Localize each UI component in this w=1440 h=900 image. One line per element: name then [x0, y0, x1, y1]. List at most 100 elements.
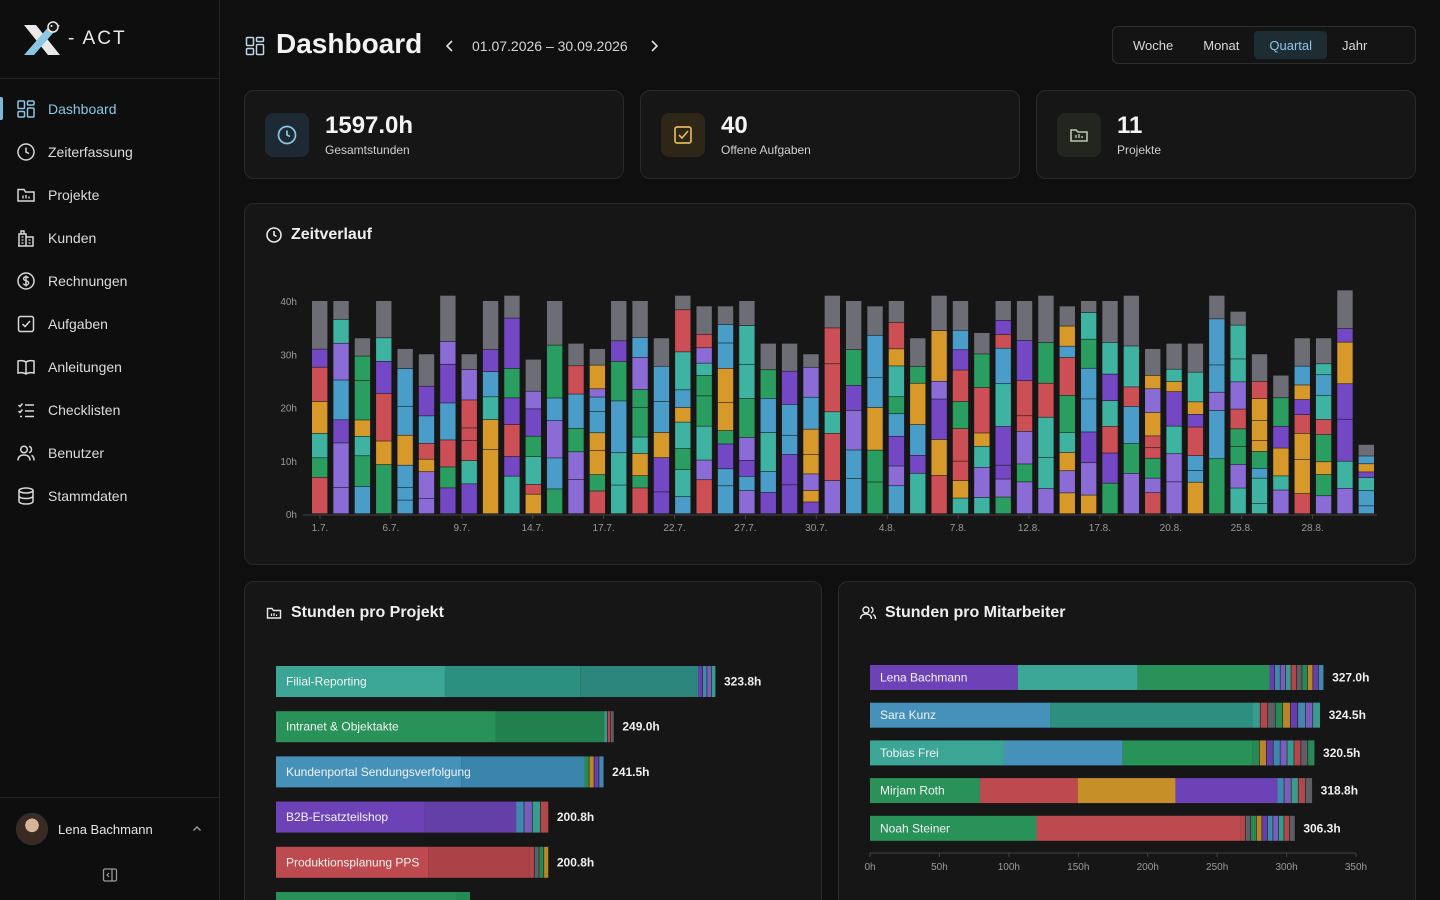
timeline-bar-segment [1358, 472, 1375, 478]
timeline-bar[interactable] [995, 301, 1011, 514]
timeline-bar[interactable] [1016, 301, 1033, 514]
timeline-bar[interactable] [1102, 301, 1118, 514]
timeline-bar[interactable] [482, 301, 499, 514]
sidebar-item-rechnungen[interactable]: Rechnungen [0, 259, 219, 302]
timeline-bar[interactable] [1358, 444, 1375, 514]
timeline-bar[interactable] [418, 354, 435, 514]
timeline-bar[interactable] [397, 348, 413, 514]
period-woche-button[interactable]: Woche [1133, 37, 1174, 53]
timeline-bar[interactable] [846, 301, 862, 514]
timeline-bar[interactable] [1273, 375, 1289, 514]
timeline-bar[interactable] [739, 301, 755, 514]
bar-segment [1283, 702, 1290, 728]
timeline-bar[interactable] [525, 359, 541, 514]
timeline-bar[interactable] [376, 301, 392, 514]
timeline-bar[interactable] [760, 343, 776, 514]
bar-row[interactable]: Produktionsplanung PPS 200.8h [276, 846, 594, 878]
timeline-bar[interactable] [1337, 290, 1353, 514]
timeline-bar-segment [1230, 429, 1246, 447]
timeline-bar[interactable] [867, 306, 883, 514]
timeline-bar[interactable] [1230, 311, 1246, 514]
timeline-bar[interactable] [1080, 301, 1097, 514]
timeline-bar-segment [632, 453, 648, 476]
folder-icon [16, 185, 36, 205]
bar-row[interactable]: Noah Steiner 306.3h [870, 815, 1341, 841]
sidebar-item-checklisten[interactable]: Checklisten [0, 388, 219, 431]
timeline-bar[interactable] [696, 306, 712, 514]
timeline-bar[interactable] [1059, 306, 1075, 514]
timeline-bar[interactable] [952, 301, 969, 514]
timeline-bar[interactable] [461, 354, 477, 514]
timeline-bar[interactable] [824, 295, 841, 514]
timeline-bar[interactable] [546, 301, 563, 514]
collapse-sidebar-button[interactable] [100, 866, 120, 884]
logo[interactable]: - ACT [0, 0, 219, 79]
timeline-bar[interactable] [354, 338, 371, 514]
sidebar-item-aufgaben[interactable]: Aufgaben [0, 302, 219, 345]
period-jahr-button[interactable]: Jahr [1342, 37, 1368, 53]
bar-row[interactable]: Lena Bachmann 327.0h [870, 665, 1369, 690]
timeline-bar[interactable] [440, 295, 456, 514]
sidebar-item-dashboard[interactable]: Dashboard [0, 87, 219, 130]
bar-segment [1267, 815, 1273, 841]
timeline-bar[interactable] [1315, 338, 1332, 514]
sidebar-item-benutzer[interactable]: Benutzer [0, 431, 219, 474]
bar-segment [1050, 702, 1254, 728]
timeline-bar-segment [1294, 399, 1310, 415]
timeline-bar[interactable] [1209, 295, 1225, 514]
timeline-bar[interactable] [1166, 343, 1182, 514]
sidebar-item-stammdaten[interactable]: Stammdaten [0, 474, 219, 517]
sidebar-item-zeiterfassung[interactable]: Zeiterfassung [0, 130, 219, 173]
x-tick-label: 250h [1206, 862, 1228, 873]
bar-value-label: 323.8h [724, 675, 761, 689]
timeline-bar[interactable] [653, 338, 670, 514]
timeline-bar[interactable] [931, 295, 947, 514]
bar-segment [870, 778, 980, 804]
timeline-bar[interactable] [1294, 338, 1310, 514]
bar-segment [1273, 740, 1280, 766]
timeline-bar-segment [696, 348, 712, 363]
timeline-bar-segment [376, 361, 392, 394]
period-monat-button[interactable]: Monat [1203, 37, 1240, 53]
timeline-bar[interactable] [1038, 295, 1054, 514]
timeline-bar[interactable] [312, 301, 328, 514]
timeline-bar[interactable] [632, 301, 648, 514]
bar-row[interactable]: Intranet & Objektakte 249.0h [276, 711, 660, 743]
bar-row[interactable]: Filial-Reporting 323.8h [276, 666, 761, 697]
timeline-bar[interactable] [1145, 348, 1161, 514]
timeline-bar[interactable] [1187, 343, 1204, 514]
timeline-bar[interactable] [589, 348, 606, 514]
bar-value-label: 306.3h [1303, 821, 1340, 835]
timeline-bar-segment [1315, 474, 1332, 496]
bar-row[interactable]: B2B-Ersatzteilshop 200.8h [276, 801, 594, 833]
bar-row[interactable]: Mirjam Roth 318.8h [870, 778, 1358, 804]
timeline-bar[interactable] [717, 306, 734, 514]
sidebar-item-kunden[interactable]: Kunden [0, 216, 219, 259]
bar-segment [1285, 665, 1291, 690]
timeline-bar[interactable] [1251, 354, 1268, 514]
timeline-bar-segment [1273, 375, 1289, 398]
timeline-bar[interactable] [910, 338, 926, 514]
sidebar-item-projekte[interactable]: Projekte [0, 173, 219, 216]
period-quartal-button[interactable]: Quartal [1254, 31, 1328, 59]
timeline-bar-segment [739, 460, 755, 477]
timeline-bar[interactable] [611, 301, 627, 514]
timeline-bar[interactable] [1123, 295, 1140, 514]
timeline-bar[interactable] [974, 332, 990, 514]
timeline-bar[interactable] [803, 354, 819, 514]
sidebar-item-anleitungen[interactable]: Anleitungen [0, 345, 219, 388]
timeline-bar[interactable] [333, 301, 349, 514]
previous-period-button[interactable] [441, 36, 459, 56]
timeline-bar[interactable] [504, 295, 520, 514]
bar-segment [594, 756, 599, 788]
bar-row[interactable]: Tobias Frei 320.5h [870, 740, 1360, 766]
timeline-bar[interactable] [568, 343, 584, 514]
timeline-bar-segment [846, 478, 862, 514]
user-menu[interactable]: Lena Bachmann [0, 798, 219, 860]
next-period-button[interactable] [645, 36, 663, 56]
bar-row[interactable]: Sara Kunz 324.5h [870, 702, 1366, 728]
timeline-bar[interactable] [675, 295, 691, 514]
timeline-bar[interactable] [781, 343, 798, 514]
timeline-bar[interactable] [888, 301, 905, 514]
bar-row[interactable]: Kundenportal Sendungsverfolgung 241.5h [276, 756, 650, 788]
